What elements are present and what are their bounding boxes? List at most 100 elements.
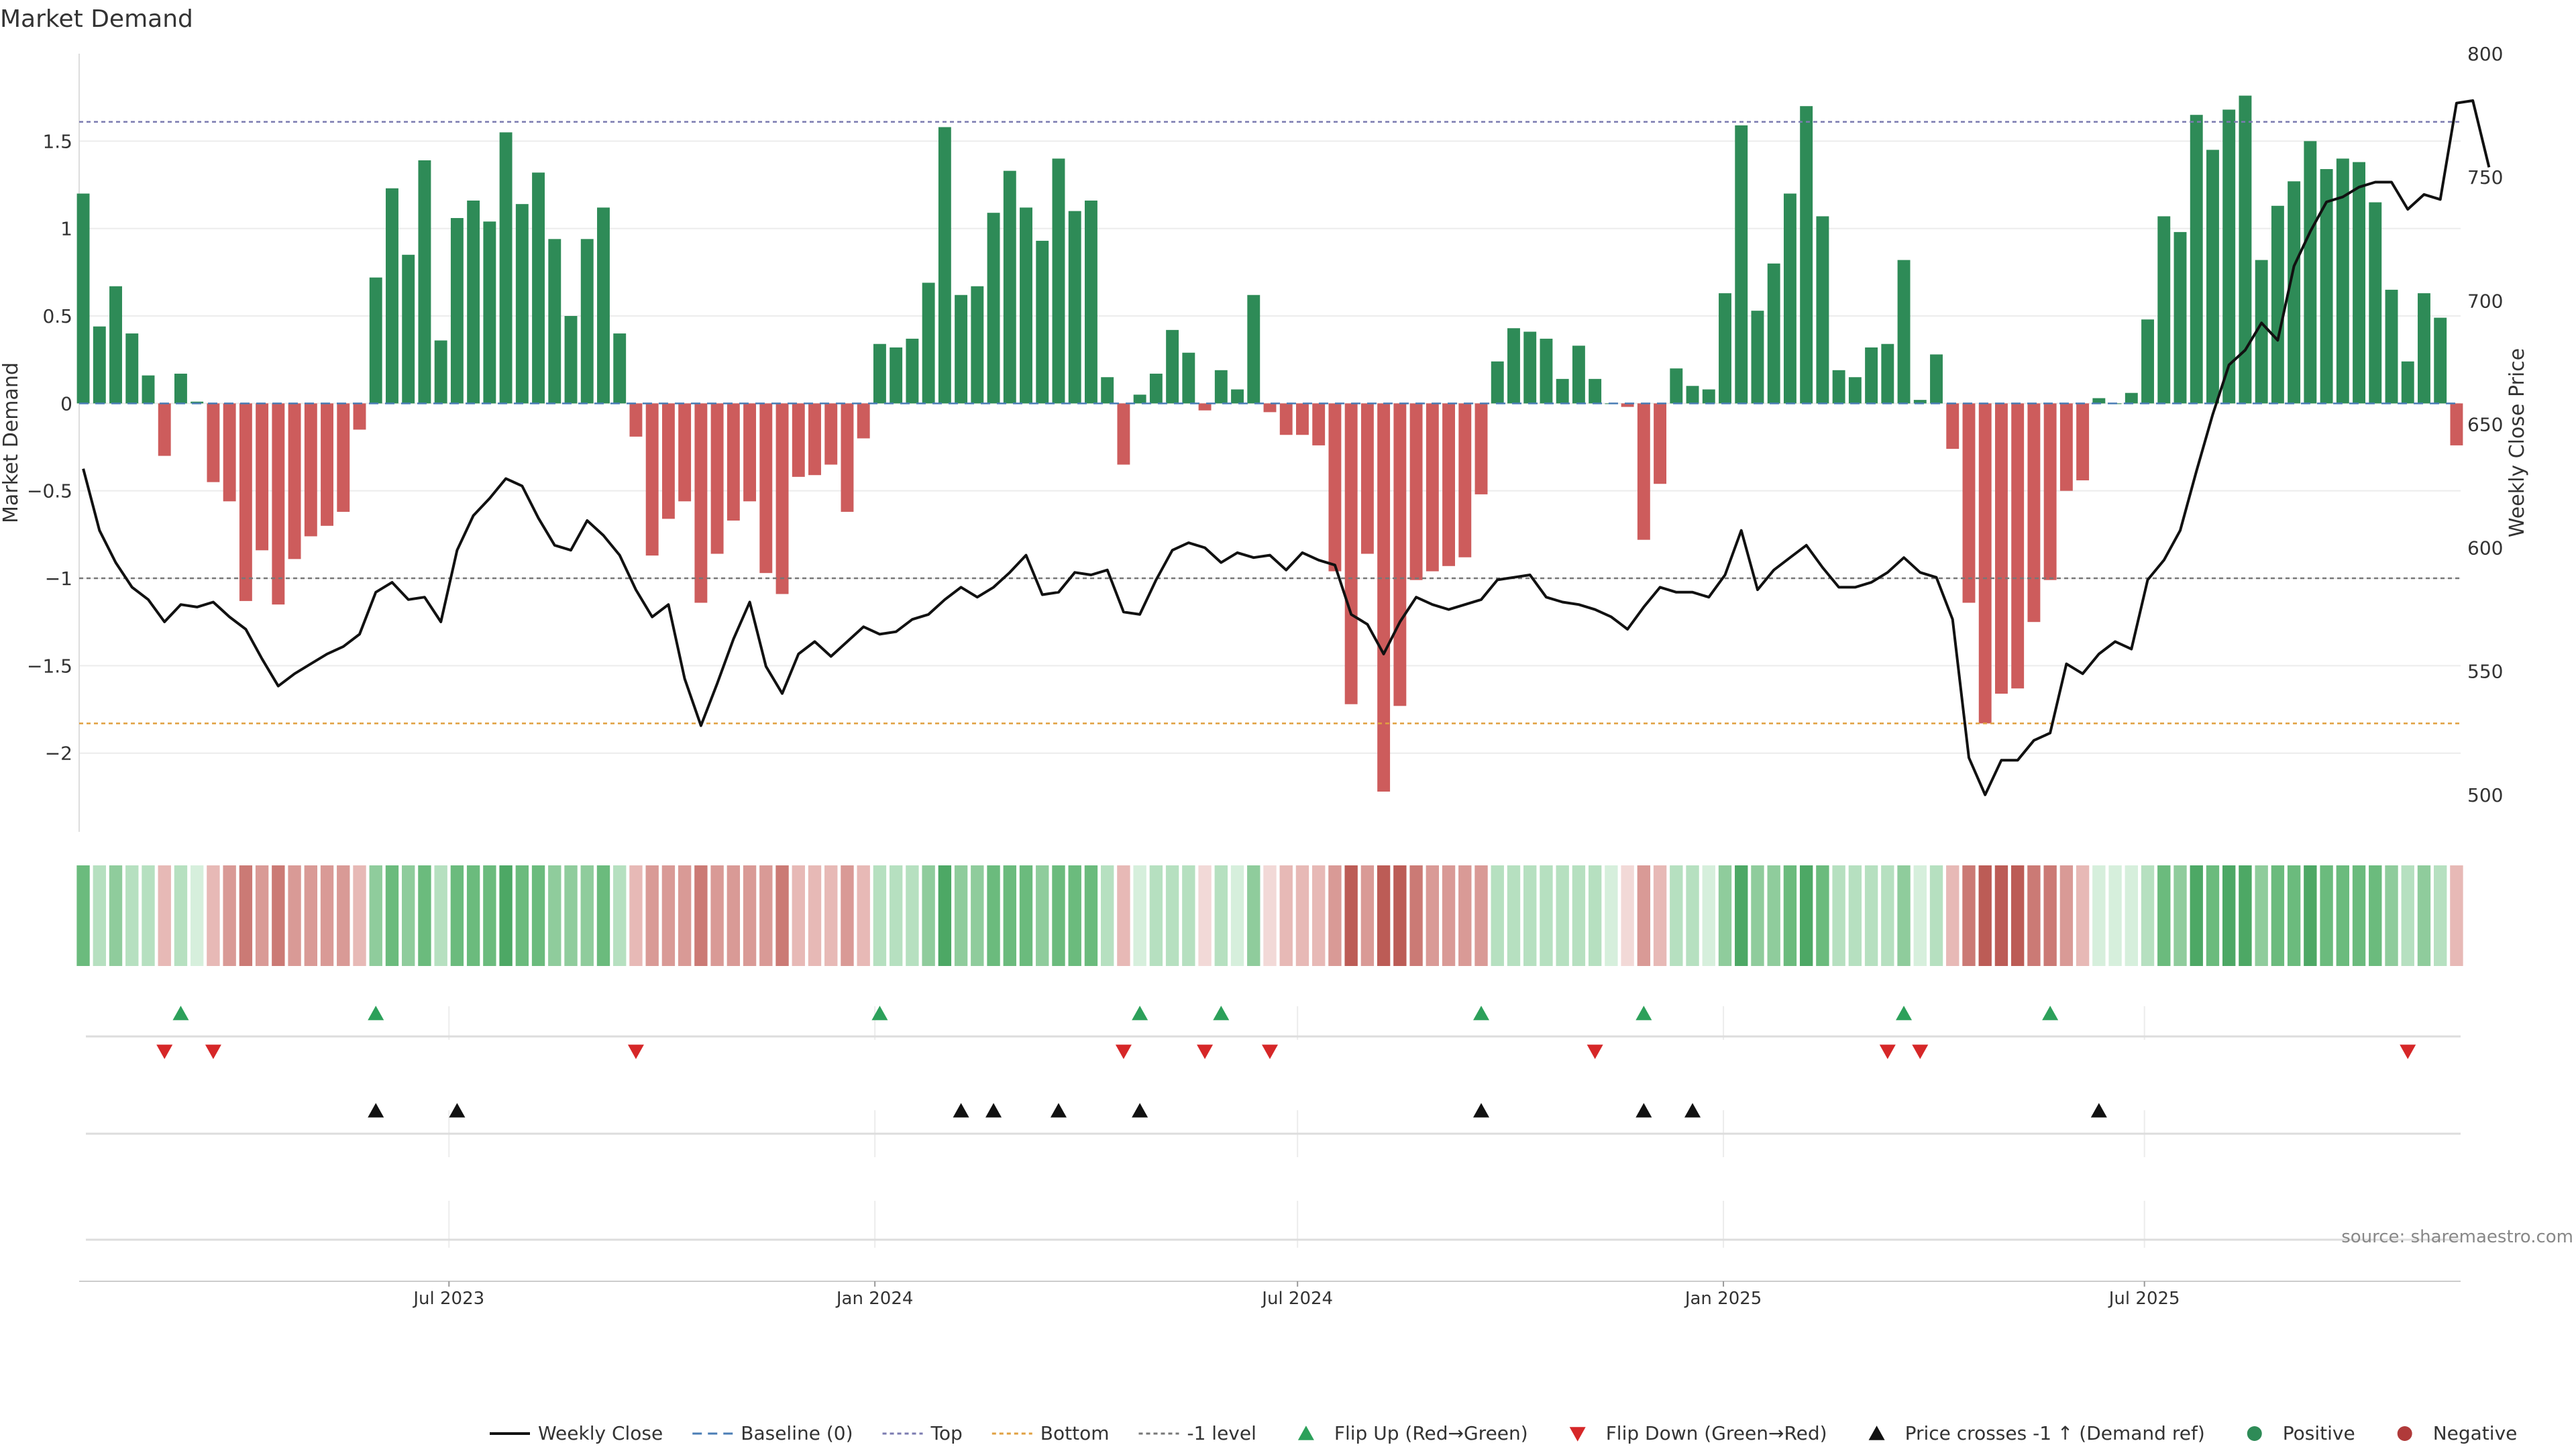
heat-cell <box>1540 865 1553 966</box>
demand-bar-positive <box>2369 202 2382 404</box>
heat-cell <box>1621 865 1634 966</box>
y-axis-ticks: 1.5 1 0.5 0 −0.5 −1 −1.5 −2 <box>27 130 72 764</box>
heat-cell <box>1100 865 1114 966</box>
demand-bar-positive <box>971 286 984 404</box>
demand-bar-positive <box>1865 347 1878 404</box>
demand-bar-negative <box>1393 403 1407 706</box>
demand-bar-positive <box>2288 181 2301 404</box>
heat-cell <box>629 865 643 966</box>
demand-bar-positive <box>2271 205 2284 404</box>
demand-bar-positive <box>532 172 545 404</box>
demand-bar-negative <box>239 403 252 601</box>
heat-cell <box>1295 865 1309 966</box>
demand-bar-positive <box>1491 361 1504 404</box>
heat-cell <box>954 865 968 966</box>
demand-bar-positive <box>1572 345 1585 404</box>
heat-cell <box>109 865 123 966</box>
heat-cell <box>2434 865 2447 966</box>
y-tick-label: −2 <box>45 743 72 765</box>
heat-cell <box>1312 865 1326 966</box>
heat-cell <box>1816 865 1829 966</box>
demand-bar-positive <box>93 326 106 404</box>
legend-label: Top <box>930 1422 963 1444</box>
heat-cell <box>1783 865 1797 966</box>
heat-cell <box>1036 865 1049 966</box>
demand-bar-positive <box>2190 115 2203 404</box>
demand-bar-negative <box>1458 403 1472 557</box>
demand-bar-positive <box>1084 200 1097 404</box>
demand-bar-negative <box>645 403 659 556</box>
flip-up-marker <box>871 1006 888 1020</box>
demand-bar-negative <box>321 403 333 526</box>
heat-cell <box>1832 865 1845 966</box>
legend-label: Weekly Close <box>538 1422 663 1444</box>
heat-cell <box>1491 865 1504 966</box>
demand-bar-positive <box>1101 377 1114 404</box>
x-tick-label: Jul 2025 <box>2108 1289 2180 1309</box>
chart-title: Market Demand <box>0 5 193 33</box>
heat-cell <box>1003 865 1016 966</box>
demand-bar-negative <box>792 403 805 477</box>
flip-down-marker <box>205 1044 221 1059</box>
demand-bar-positive <box>2304 141 2317 404</box>
demand-bar-positive <box>1036 240 1049 404</box>
demand-bar-positive <box>369 277 382 404</box>
heat-cell <box>906 865 919 966</box>
heat-cell <box>2043 865 2057 966</box>
demand-bar-negative <box>2043 403 2057 580</box>
heat-cell <box>1377 865 1391 966</box>
heat-cell <box>76 865 90 966</box>
demand-bar-positive <box>386 188 398 404</box>
demand-bar-negative <box>1946 403 1960 449</box>
y-tick-label: 1.5 <box>42 130 72 152</box>
demand-bar-negative <box>775 403 789 594</box>
demand-bar-negative <box>272 403 285 605</box>
heat-cell <box>841 865 854 966</box>
demand-bar-positive <box>1589 378 1602 404</box>
demand-bar-positive <box>1735 125 1748 404</box>
demand-bar-negative <box>207 403 220 482</box>
flip-down-marker <box>1912 1044 1929 1059</box>
demand-bar-negative <box>1117 403 1130 465</box>
heat-cell <box>1182 865 1195 966</box>
y-tick-label: −1 <box>45 568 72 590</box>
demand-bar-negative <box>678 403 692 502</box>
heat-cell <box>2059 865 2074 966</box>
heat-cell <box>1946 865 1960 966</box>
heat-cell <box>2222 865 2236 966</box>
flip-up-marker <box>368 1006 384 1020</box>
demand-bar-positive <box>1767 263 1780 404</box>
demand-bar-negative <box>824 403 838 465</box>
heat-cell <box>548 865 561 966</box>
heat-cell <box>710 865 724 966</box>
heat-cell <box>369 865 382 966</box>
price-line-layer <box>82 99 2491 796</box>
price-cross-marker <box>953 1103 969 1118</box>
legend-label: Flip Down (Green→Red) <box>1606 1422 1827 1444</box>
price-cross-marker <box>368 1103 384 1118</box>
demand-bar-positive <box>402 254 415 404</box>
demand-bar-positive <box>1686 386 1699 404</box>
heat-cell <box>596 865 610 966</box>
demand-bar-positive <box>1800 106 1813 404</box>
demand-bar-negative <box>759 403 773 574</box>
demand-bar-positive <box>2206 150 2219 404</box>
price-cross-marker <box>1684 1103 1701 1118</box>
legend-label: -1 level <box>1187 1422 1256 1444</box>
demand-bar-positive <box>2320 169 2333 404</box>
heat-cell <box>1068 865 1081 966</box>
y2-tick-label: 750 <box>2467 166 2503 189</box>
heat-cell <box>808 865 822 966</box>
heat-cell <box>694 865 708 966</box>
demand-bar-positive <box>1897 260 1911 404</box>
demand-bar-negative <box>661 403 675 519</box>
flip-up-marker <box>2042 1006 2059 1020</box>
demand-bar-negative <box>256 403 269 551</box>
heat-cell <box>2255 865 2268 966</box>
heat-cell <box>385 865 399 966</box>
heat-cell <box>2352 865 2366 966</box>
flip-up-marker <box>1635 1006 1652 1020</box>
demand-bar-positive <box>1913 400 1927 404</box>
y2-tick-label: 800 <box>2467 43 2503 65</box>
heat-cell <box>1019 865 1033 966</box>
